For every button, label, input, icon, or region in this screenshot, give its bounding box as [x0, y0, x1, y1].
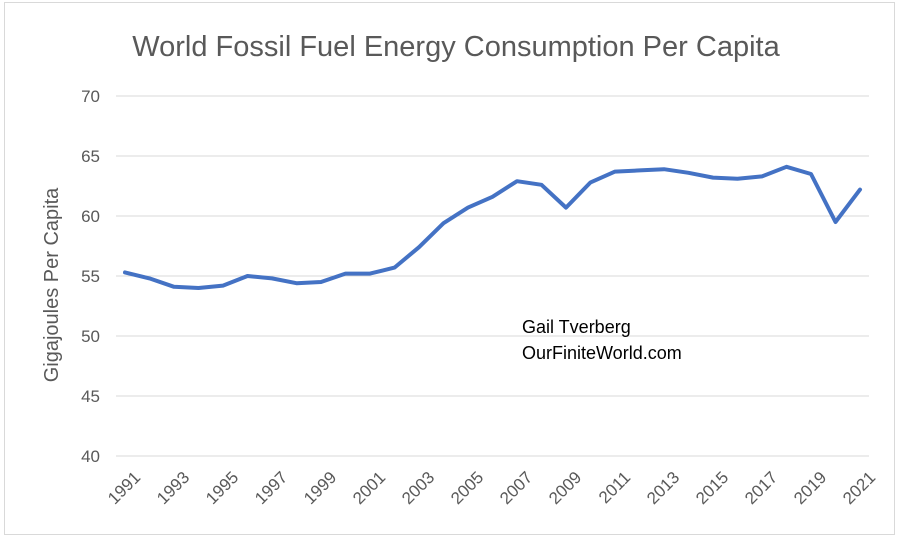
- x-tick-label: 1991: [104, 468, 144, 508]
- y-tick-label: 50: [81, 327, 100, 346]
- x-tick-label: 2019: [790, 468, 830, 508]
- x-tick-label: 2009: [545, 468, 585, 508]
- chart-frame: World Fossil Fuel Energy Consumption Per…: [4, 2, 895, 535]
- x-tick-label: 2001: [349, 468, 389, 508]
- y-tick-label: 45: [81, 387, 100, 406]
- y-axis-label: Gigajoules Per Capita: [41, 187, 63, 382]
- series-layer: [123, 164, 862, 290]
- y-tick-label: 40: [81, 447, 100, 466]
- x-tick-label: 2017: [741, 468, 781, 508]
- x-tick-label: 1993: [153, 468, 193, 508]
- x-tick-label: 2011: [595, 468, 634, 507]
- y-tick-label: 60: [81, 207, 100, 226]
- x-tick-label: 2007: [496, 468, 536, 508]
- chart-title: World Fossil Fuel Energy Consumption Per…: [132, 31, 780, 63]
- x-tick-label: 1997: [251, 468, 291, 508]
- x-tick-label: 1999: [300, 468, 340, 508]
- x-tick-label: 2005: [447, 468, 487, 508]
- y-tick-label: 70: [81, 87, 100, 106]
- x-tick-label: 2021: [839, 468, 879, 508]
- y-tick-label: 55: [81, 267, 100, 286]
- annotation-website: OurFiniteWorld.com: [522, 343, 682, 363]
- x-tick-label: 2003: [398, 468, 438, 508]
- line-chart: World Fossil Fuel Energy Consumption Per…: [41, 31, 879, 508]
- annotation-author: Gail Tverberg: [522, 317, 631, 337]
- x-tick-label: 2015: [692, 468, 732, 508]
- series-line-0: [123, 164, 862, 290]
- x-axis-ticks: 1991 1993 1995 1997 1999 2001 2003 2005 2007 2009…: [104, 468, 879, 508]
- gridlines: [116, 95, 869, 457]
- y-tick-label: 65: [81, 147, 100, 166]
- x-tick-label: 1995: [202, 468, 242, 508]
- x-tick-label: 2013: [643, 468, 683, 508]
- y-axis-ticks: 40 45 50 55 60 65 70: [81, 87, 100, 466]
